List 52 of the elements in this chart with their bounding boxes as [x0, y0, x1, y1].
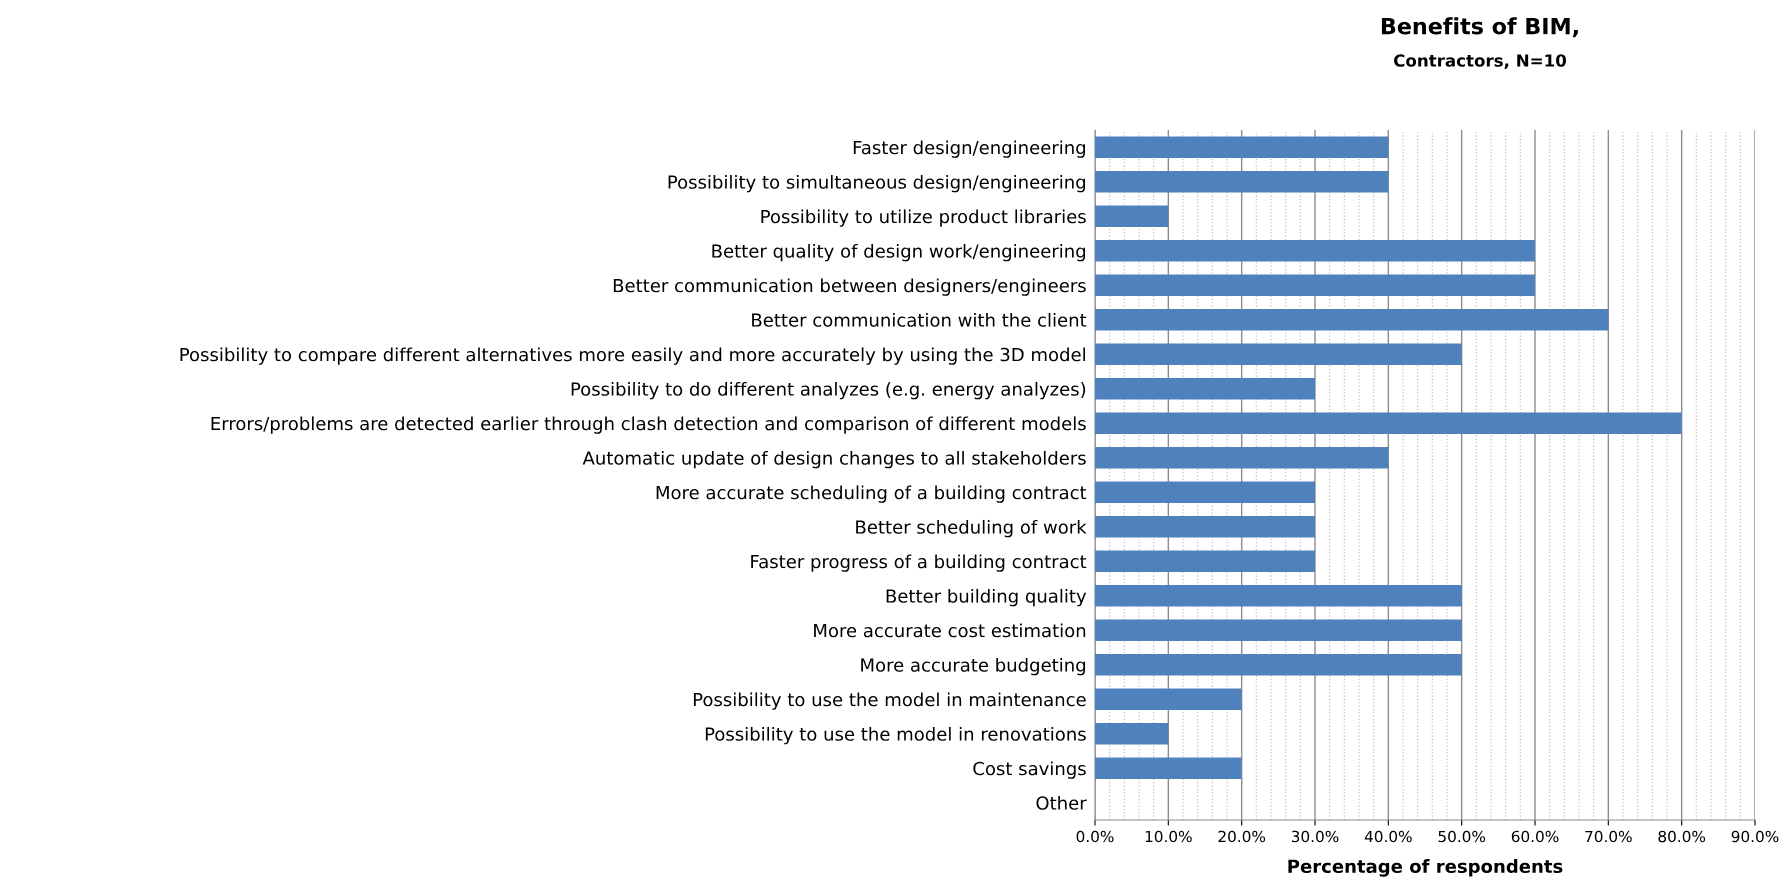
y-tick-label: Possibility to utilize product libraries — [761, 209, 1086, 227]
bar — [1095, 723, 1169, 745]
chart-title: Benefits of BIM, — [1381, 17, 1578, 38]
bar — [1095, 757, 1242, 779]
x-axis-title: Percentage of respondents — [1288, 859, 1563, 877]
x-tick-label: 30.0% — [1291, 830, 1339, 843]
bar — [1095, 585, 1462, 607]
x-tick-label: 90.0% — [1731, 830, 1779, 843]
bar — [1095, 516, 1315, 538]
y-tick-label: More accurate budgeting — [861, 657, 1086, 676]
y-tick-label: More accurate scheduling of a building contract — [656, 485, 1087, 503]
y-tick-label: Better scheduling of work — [856, 519, 1087, 538]
y-tick-label: Faster progress of a building contract — [751, 554, 1087, 572]
y-tick-label: Automatic update of design changes to all stakeholders — [582, 450, 1086, 469]
x-tick-label: 0.0% — [1076, 830, 1114, 843]
y-tick-label: Possibility to compare different alternatives more easily and more accurately by using the 3D model — [180, 347, 1085, 365]
x-tick-label: 40.0% — [1364, 830, 1412, 843]
y-tick-label: Errors/problems are detected earlier through clash detection and comparison of different models — [211, 416, 1086, 434]
y-tick-label: Better building quality — [886, 588, 1087, 607]
y-tick-label: Better quality of design work/engineering — [712, 243, 1086, 262]
bar — [1095, 447, 1389, 469]
y-tick-label: Other — [1036, 795, 1087, 810]
bar — [1095, 550, 1315, 572]
x-tick-label: 10.0% — [1145, 830, 1192, 843]
x-tick-label: 50.0% — [1438, 830, 1486, 843]
x-tick-label: 70.0% — [1585, 830, 1632, 843]
bar — [1095, 343, 1462, 365]
bar — [1095, 654, 1462, 676]
bar — [1095, 378, 1315, 400]
bar — [1095, 412, 1682, 434]
y-tick-label: Possibility to simultaneous design/engineering — [668, 174, 1086, 193]
y-tick-label: Better communication with the client — [752, 312, 1087, 327]
y-tick-label: Possibility to use the model in maintenance — [693, 692, 1086, 710]
bar — [1095, 481, 1315, 503]
bar — [1095, 205, 1169, 227]
bar — [1095, 171, 1389, 193]
chart-subtitle: Contractors, N=10 — [1394, 54, 1567, 69]
bar — [1095, 136, 1389, 158]
bar — [1095, 619, 1462, 641]
y-tick-label: Faster design/engineering — [853, 140, 1086, 158]
bar — [1095, 274, 1535, 296]
y-tick-label: Cost savings — [973, 761, 1086, 779]
x-tick-label: 20.0% — [1218, 830, 1266, 843]
y-tick-label: Better communication between designers/engineers — [613, 278, 1086, 296]
bar — [1095, 688, 1242, 710]
bar — [1095, 240, 1535, 262]
bar — [1095, 309, 1609, 331]
x-tick-label: 60.0% — [1511, 830, 1559, 843]
x-tick-label: 80.0% — [1658, 830, 1706, 843]
y-tick-label: More accurate cost estimation — [814, 623, 1086, 638]
y-tick-label: Possibility to do different analyzes (e.g. energy analyzes) — [571, 381, 1086, 400]
y-tick-label: Possibility to use the model in renovations — [705, 726, 1086, 745]
